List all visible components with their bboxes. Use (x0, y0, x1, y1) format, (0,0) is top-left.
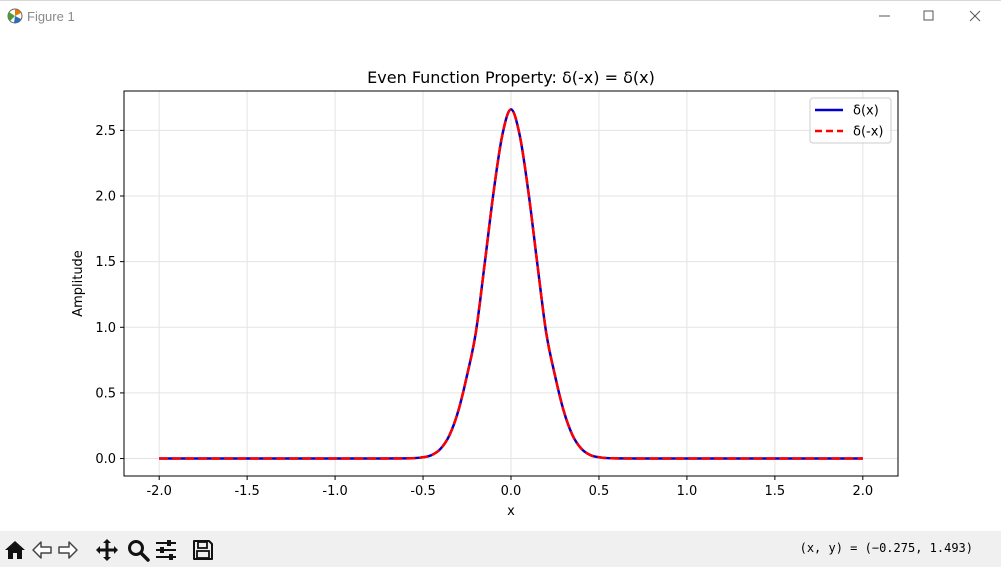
y-tick-label: 1.0 (95, 321, 116, 336)
x-tick-label: 0.5 (589, 484, 610, 499)
back-button[interactable] (29, 537, 55, 563)
y-tick-label: 0.0 (95, 452, 116, 467)
configure-subplots-button[interactable] (153, 537, 179, 563)
home-button[interactable] (2, 537, 28, 563)
save-button[interactable] (190, 537, 216, 563)
legend: δ(x) δ(-x) (809, 97, 892, 144)
window-title-bar: Figure 1 (0, 0, 1001, 32)
back-icon (32, 541, 52, 559)
minimize-button[interactable] (862, 1, 908, 32)
forward-icon (58, 541, 78, 559)
home-icon (5, 541, 25, 559)
window-title: Figure 1 (27, 9, 75, 24)
x-tick-label: -1.0 (322, 484, 347, 499)
close-button[interactable] (952, 1, 998, 32)
x-tick-label: -0.5 (410, 484, 435, 499)
matplotlib-app-icon (6, 7, 24, 25)
close-icon (969, 10, 981, 22)
zoom-button[interactable] (125, 537, 151, 563)
maximize-icon (923, 10, 934, 21)
forward-button[interactable] (55, 537, 81, 563)
ticks: -2.0 -1.5 -1.0 -0.5 0.0 0.5 1.0 1.5 2.0 0.0 0.5 1.0… (95, 124, 873, 499)
maximize-button[interactable] (906, 1, 952, 32)
minimize-icon (879, 15, 890, 17)
x-tick-label: 1.5 (765, 484, 786, 499)
zoom-icon (128, 540, 150, 562)
y-tick-label: 1.5 (95, 255, 116, 270)
chart-title: Even Function Property: δ(-x) = δ(x) (367, 68, 655, 87)
pan-button[interactable] (94, 537, 120, 563)
pan-icon (96, 539, 118, 561)
legend-label-delta-x: δ(x) (853, 104, 879, 119)
x-tick-label: 0.0 (501, 484, 522, 499)
series-line-1 (159, 108, 863, 460)
x-tick-label: 2.0 (852, 484, 873, 499)
x-tick-label: -1.5 (234, 484, 259, 499)
y-tick-label: 0.5 (95, 386, 116, 401)
legend-label-delta-neg-x: δ(-x) (853, 125, 883, 140)
plot-svg: -2.0 -1.5 -1.0 -0.5 0.0 0.5 1.0 1.5 2.0 0.0 0.5 1.0… (71, 68, 899, 519)
coordinate-readout: (x, y) = (−0.275, 1.493) (799, 541, 973, 555)
x-axis-label: x (507, 504, 515, 519)
y-tick-label: 2.0 (95, 190, 116, 205)
navigation-toolbar: (x, y) = (−0.275, 1.493) (0, 531, 1001, 567)
figure-canvas[interactable]: -2.0 -1.5 -1.0 -0.5 0.0 0.5 1.0 1.5 2.0 0.0 0.5 1.0… (0, 32, 1001, 530)
x-tick-label: -2.0 (146, 484, 171, 499)
x-tick-label: 1.0 (677, 484, 698, 499)
save-icon (193, 540, 213, 560)
y-tick-label: 2.5 (95, 124, 116, 139)
y-axis-label: Amplitude (71, 250, 86, 317)
series-layer (159, 108, 863, 460)
grid (124, 91, 898, 476)
configure-subplots-icon (156, 540, 176, 560)
